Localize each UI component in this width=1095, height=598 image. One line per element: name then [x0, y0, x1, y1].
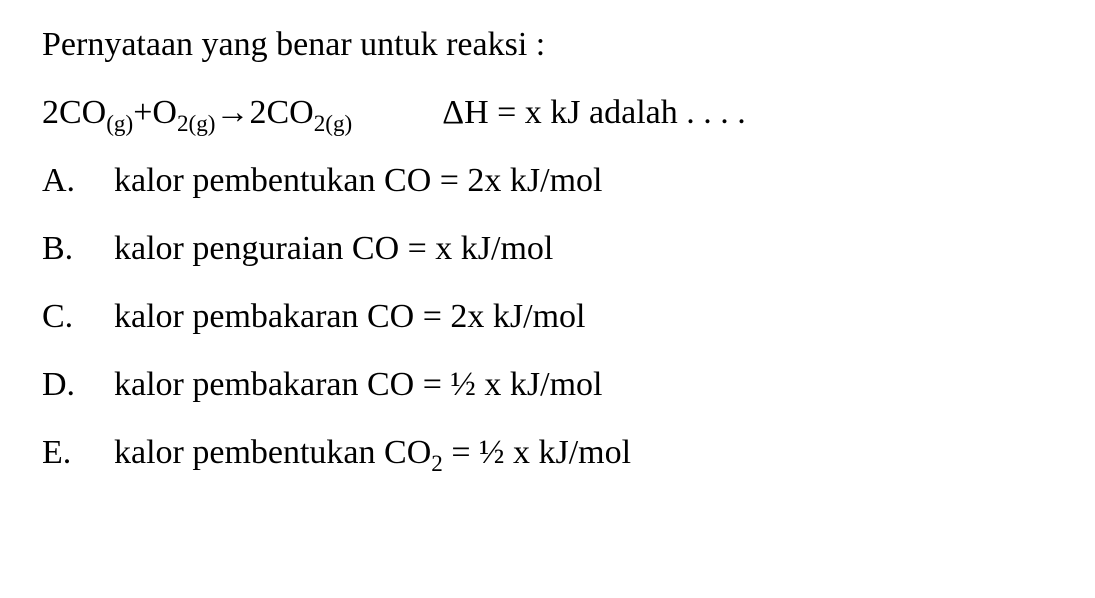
sub-2g: 2(g) [177, 111, 216, 137]
option-letter: A. [42, 164, 114, 198]
option-e: E. kalor pembentukan CO2 = ½ x kJ/mol [42, 436, 1053, 470]
option-letter: D. [42, 368, 114, 402]
sub-2g-rhs: 2(g) [314, 111, 353, 137]
option-b: B. kalor penguraian CO = x kJ/mol [42, 232, 1053, 266]
option-text: kalor pembentukan CO = 2x kJ/mol [114, 164, 603, 198]
plus-sign: + [133, 94, 152, 131]
species-o: O [152, 94, 177, 131]
species-co2: CO [266, 94, 313, 131]
species-co: CO [59, 94, 106, 131]
option-a: A. kalor pembentukan CO = 2x kJ/mol [42, 164, 1053, 198]
equation-left: 2CO(g)+O2(g)→2CO2(g) [42, 96, 352, 130]
option-text: kalor pembakaran CO = 2x kJ/mol [114, 300, 585, 334]
arrow-icon: → [215, 96, 249, 130]
option-text-pre: kalor pembentukan CO [114, 434, 431, 471]
question-prompt: Pernyataan yang benar untuk reaksi : [42, 28, 1053, 62]
option-sub: 2 [431, 451, 443, 477]
phase-g1: (g) [106, 111, 133, 137]
delta-h-text: ΔH = x kJ adalah . . . . [442, 96, 746, 130]
option-d: D. kalor pembakaran CO = ½ x kJ/mol [42, 368, 1053, 402]
reaction-equation: 2CO(g)+O2(g)→2CO2(g) ΔH = x kJ adalah . … [42, 96, 1053, 130]
option-text-post: = ½ x kJ/mol [443, 434, 631, 471]
coef-2co: 2 [42, 94, 59, 131]
option-letter: E. [42, 436, 114, 470]
coef-2co2: 2 [249, 94, 266, 131]
option-text: kalor pembentukan CO2 = ½ x kJ/mol [114, 436, 631, 470]
option-letter: B. [42, 232, 114, 266]
option-text: kalor pembakaran CO = ½ x kJ/mol [114, 368, 602, 402]
option-c: C. kalor pembakaran CO = 2x kJ/mol [42, 300, 1053, 334]
option-text: kalor penguraian CO = x kJ/mol [114, 232, 553, 266]
option-letter: C. [42, 300, 114, 334]
